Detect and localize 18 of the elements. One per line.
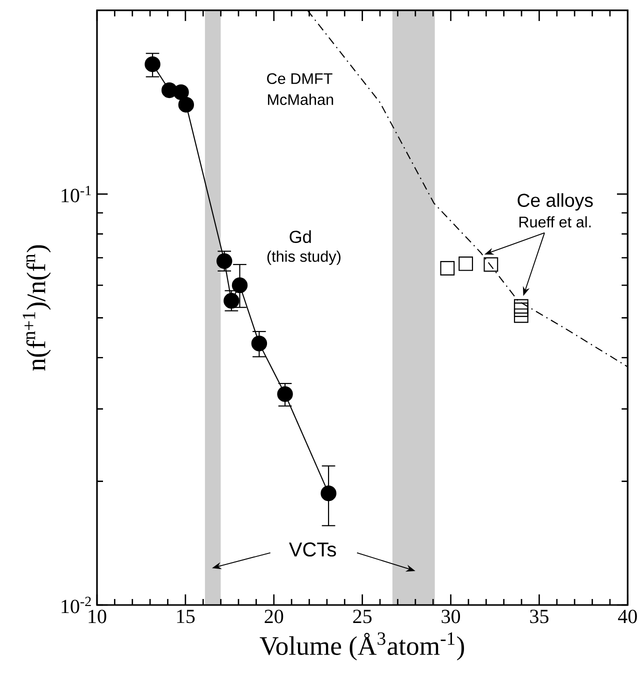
x-axis-title: Volume (Å$^{3}$atom$^{-1}$) [260,632,464,660]
annotation: Rueff et al. [519,216,591,228]
x-tick-label: 20 [264,610,284,624]
y-tick-label: 10$^{-1}$ [62,186,91,202]
x-tick-label: 25 [353,610,372,624]
y-axis-title: n(f$^{n+1}$)/n(f$^{n}$) [22,245,51,371]
x-tick-label: 30 [442,610,460,624]
x-tick-label: 40 [618,610,637,624]
annotation: Gd [290,230,311,243]
annotation: VCTs [288,542,336,557]
x-tick-label: 10 [88,610,106,624]
annotation: Ce DMFT [267,73,332,84]
x-tick-label: 35 [530,610,548,624]
x-tick-label: 15 [177,610,195,624]
annotation: Ce alloys [518,193,593,211]
y-tick-label: 10$^{-2}$ [62,596,91,614]
annotation: McMahan [268,94,334,106]
annotation: (this study) [267,250,340,265]
